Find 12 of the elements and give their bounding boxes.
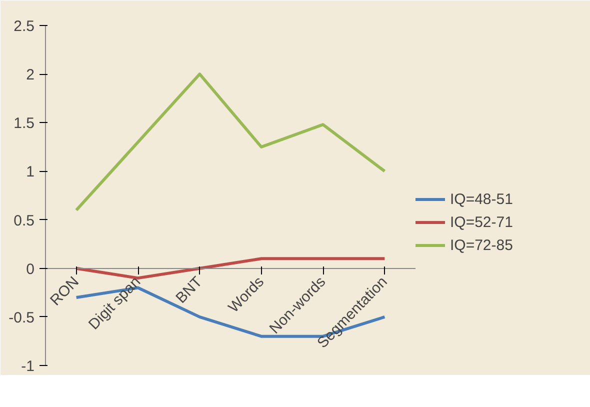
- y-tick-label: 0.5: [14, 212, 35, 230]
- legend-label: IQ=52-71: [450, 214, 513, 230]
- legend-label: IQ=48-51: [450, 190, 513, 208]
- y-tick-label: 1.5: [14, 115, 35, 132]
- y-tick-label: -0.5: [8, 309, 35, 326]
- y-tick-label: 0: [26, 260, 34, 278]
- y-tick-label: 2: [26, 66, 34, 84]
- y-tick-label: -1: [21, 358, 35, 375]
- line-series: [74, 72, 386, 212]
- legend-label: IQ=72-85: [450, 236, 513, 254]
- y-tick-label: 2.5: [14, 18, 35, 35]
- y-tick-label: 1: [26, 164, 34, 181]
